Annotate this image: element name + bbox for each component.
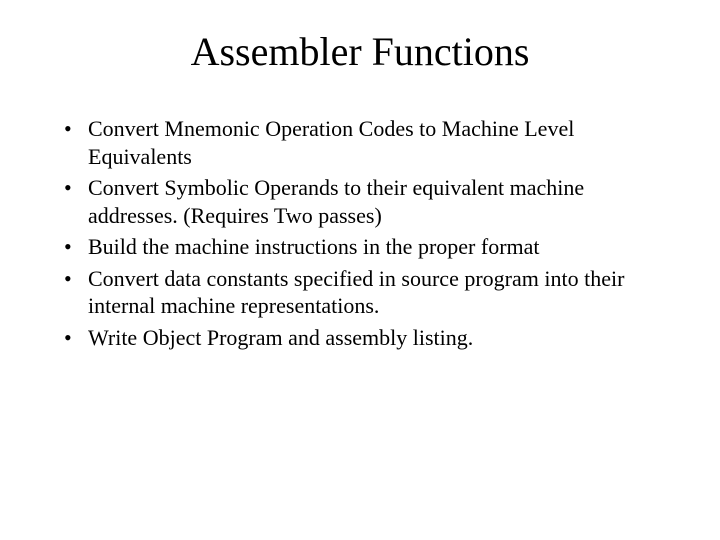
slide-body: Convert Mnemonic Operation Codes to Mach…	[0, 75, 720, 351]
list-item: Convert data constants specified in sour…	[60, 265, 660, 320]
slide: Assembler Functions Convert Mnemonic Ope…	[0, 0, 720, 540]
list-item: Convert Symbolic Operands to their equiv…	[60, 174, 660, 229]
slide-title: Assembler Functions	[0, 0, 720, 75]
list-item: Convert Mnemonic Operation Codes to Mach…	[60, 115, 660, 170]
bullet-list: Convert Mnemonic Operation Codes to Mach…	[60, 115, 660, 351]
list-item: Build the machine instructions in the pr…	[60, 233, 660, 261]
list-item: Write Object Program and assembly listin…	[60, 324, 660, 352]
